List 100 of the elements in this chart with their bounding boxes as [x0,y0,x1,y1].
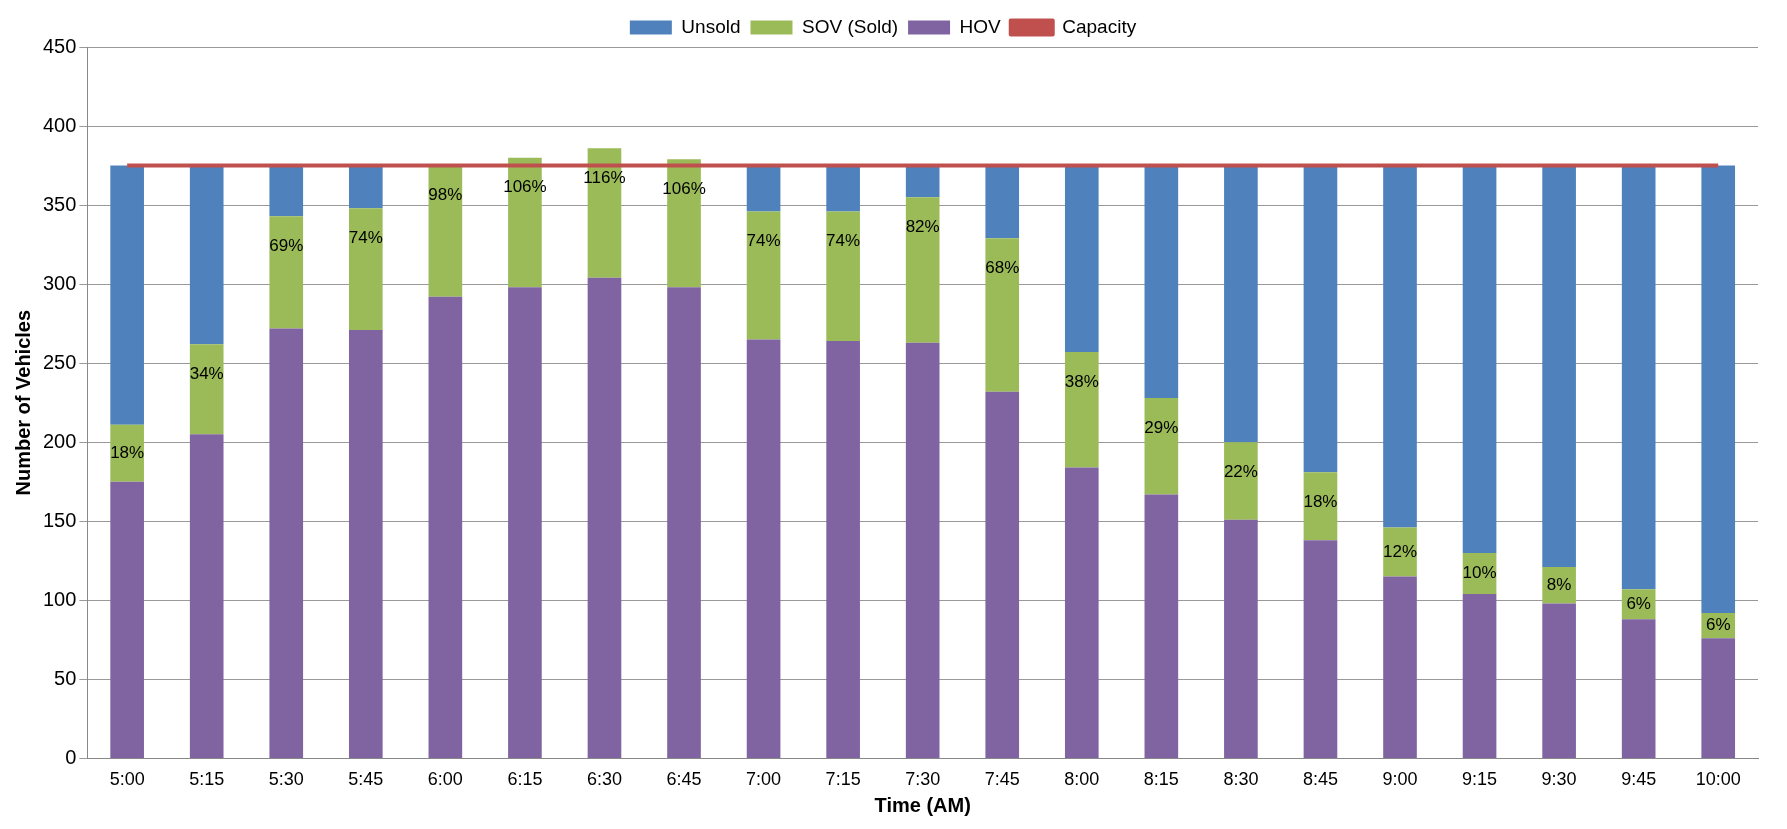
annotation: 18% [1303,491,1338,511]
bar [1144,494,1179,758]
y-tick-label: 200 [42,429,77,452]
bar [269,165,304,217]
y-tick-label: 0 [65,745,77,768]
bar [746,339,781,758]
bar [1542,165,1576,568]
bar [189,344,224,435]
x-tick-label: 7:30 [905,769,941,790]
bar [826,341,860,758]
annotation: 10% [1462,563,1497,583]
bar [1064,352,1099,468]
annotation: 12% [1382,541,1418,561]
bar [905,197,940,343]
x-tick-label: 5:45 [348,769,384,790]
bar [1383,576,1417,758]
bar [110,165,144,425]
annotation: 6% [1626,593,1651,613]
x-tick-label: 7:00 [746,769,782,790]
annotation: 68% [985,257,1020,277]
bar [189,434,224,758]
bar [826,211,860,342]
bar [1224,442,1258,520]
bar [1462,593,1497,758]
x-tick-label: 6:00 [427,769,463,790]
legend-label: Capacity [1062,15,1137,37]
y-tick-label: 350 [42,192,77,215]
bar [746,211,781,340]
annotation: 29% [1144,417,1179,437]
annotation: 69% [269,235,304,255]
annotation: 6% [1705,615,1731,635]
y-tick-label: 150 [42,508,77,531]
bar [1701,165,1736,613]
x-tick-label: 9:15 [1462,769,1498,790]
bar [189,165,224,345]
x-tick-label: 9:00 [1382,769,1418,790]
annotation: 22% [1223,461,1258,481]
x-axis-title: Time (AM) [874,793,971,816]
x-tick-label: 8:00 [1064,769,1100,790]
x-tick-label: 6:30 [586,769,622,790]
bar [1621,165,1656,590]
x-tick-label: 9:30 [1541,769,1577,790]
x-tick-label: 8:15 [1143,769,1179,790]
bar [1462,165,1497,553]
bar [348,165,383,209]
annotation: 74% [348,227,383,247]
bar [905,342,940,758]
bar [428,296,463,758]
bar [985,391,1020,758]
bar [1701,638,1736,758]
bar [746,165,781,212]
y-tick-label: 300 [42,271,77,294]
y-tick-label: 400 [42,113,77,136]
bar [1224,165,1258,443]
annotation: 74% [746,231,781,251]
x-tick-label: 5:30 [268,769,304,790]
x-tick-label: 6:45 [666,769,702,790]
bar [428,165,463,297]
bar [826,165,860,212]
x-tick-label: 5:15 [189,769,225,790]
x-tick-label: 7:45 [984,769,1020,790]
y-tick-label: 100 [42,587,77,610]
y-tick-label: 250 [42,350,77,373]
y-tick-label: 50 [54,666,77,689]
bar [508,287,542,758]
bar [269,328,304,758]
y-tick-label: 450 [42,34,77,57]
bar [348,329,383,758]
bar [1064,165,1099,353]
bar [1383,165,1417,528]
bar [985,238,1020,392]
bar [269,216,304,329]
legend-label: SOV (Sold) [801,15,899,37]
bar [1224,519,1258,758]
annotation: 82% [905,216,940,236]
bar [1064,467,1099,758]
bar [667,287,701,758]
annotation: 74% [826,231,861,251]
bar [110,481,144,758]
bar [348,208,383,330]
legend-label: Unsold [681,15,741,37]
bar [985,165,1020,239]
bar [1303,540,1338,758]
annotation: 98% [428,185,463,205]
bar [1303,165,1338,473]
bar [1621,619,1656,758]
x-tick-label: 8:45 [1302,769,1338,790]
y-axis-title: Number of Vehicles [11,309,34,496]
annotation: 8% [1546,574,1572,594]
annotation: 18% [110,442,145,462]
bar [905,165,940,198]
legend-label: HOV [959,15,1002,37]
bar [1542,603,1576,758]
bar [587,277,622,758]
bar [1144,165,1179,398]
annotation: 38% [1064,371,1099,391]
x-tick-label: 9:45 [1621,769,1657,790]
annotation: 34% [189,363,224,383]
x-tick-label: 6:15 [507,769,543,790]
x-tick-label: 7:15 [825,769,861,790]
